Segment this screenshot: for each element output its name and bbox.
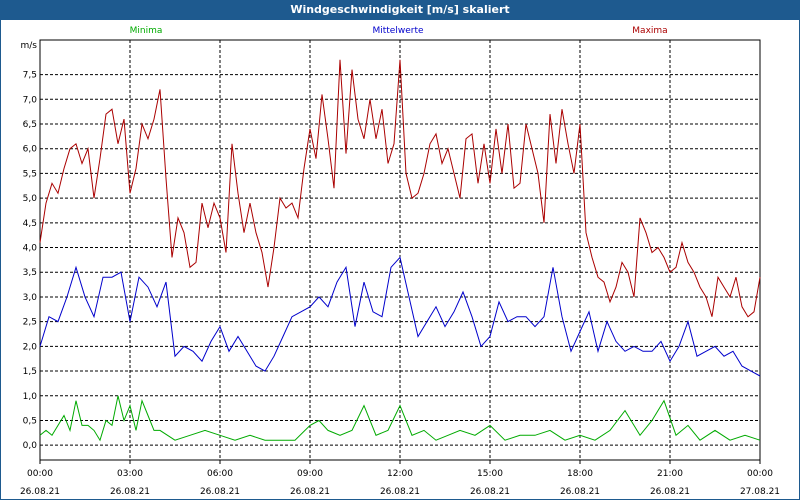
- y-tick-label: 4,5: [23, 219, 37, 229]
- y-tick-label: 6,5: [23, 120, 37, 130]
- y-tick-label: 0,0: [23, 441, 38, 451]
- y-tick-label: 1,5: [23, 367, 37, 377]
- y-tick-label: 4,0: [23, 244, 38, 254]
- y-tick-label: 2,0: [23, 342, 38, 352]
- window-title: Windgeschwindigkeit [m/s] skaliert: [0, 0, 800, 20]
- x-tick-time: 09:00: [297, 469, 323, 479]
- x-tick-time: 18:00: [567, 469, 593, 479]
- legend-maxima: Maxima: [632, 26, 667, 36]
- legend-minima: Minima: [130, 26, 163, 36]
- x-tick-date: 26.08.21: [20, 487, 60, 497]
- x-tick-date: 26.08.21: [200, 487, 240, 497]
- series-line-minima: [39, 395, 761, 442]
- series-line-maxima: [39, 59, 761, 318]
- x-tick-time: 12:00: [387, 469, 413, 479]
- y-tick-label: 0,5: [23, 416, 37, 426]
- x-tick-date: 26.08.21: [650, 487, 690, 497]
- y-tick-label: 5,0: [23, 194, 38, 204]
- x-tick-date: 27.08.21: [740, 487, 780, 497]
- y-tick-label: 7,0: [23, 95, 38, 105]
- x-tick-date: 26.08.21: [380, 487, 420, 497]
- x-tick-time: 21:00: [657, 469, 683, 479]
- x-tick-date: 26.08.21: [560, 487, 600, 497]
- y-tick-label: 7,5: [23, 71, 37, 81]
- y-tick-label: 1,0: [23, 392, 38, 402]
- y-axis-label: m/s: [21, 41, 38, 51]
- y-tick-label: 3,5: [23, 268, 37, 278]
- y-tick-label: 6,0: [23, 145, 38, 155]
- y-tick-label: 5,5: [23, 169, 37, 179]
- y-tick-label: 2,5: [23, 318, 37, 328]
- series-line-mittelwerte: [39, 256, 761, 377]
- x-tick-time: 03:00: [117, 469, 143, 479]
- x-tick-time: 00:00: [747, 469, 773, 479]
- x-tick-date: 26.08.21: [290, 487, 330, 497]
- x-tick-date: 26.08.21: [470, 487, 510, 497]
- x-tick-time: 00:00: [27, 469, 53, 479]
- x-tick-time: 15:00: [477, 469, 503, 479]
- x-tick-date: 26.08.21: [110, 487, 150, 497]
- y-tick-label: 3,0: [23, 293, 38, 303]
- x-tick-time: 06:00: [207, 469, 233, 479]
- legend-mittelwerte: Mittelwerte: [372, 26, 423, 36]
